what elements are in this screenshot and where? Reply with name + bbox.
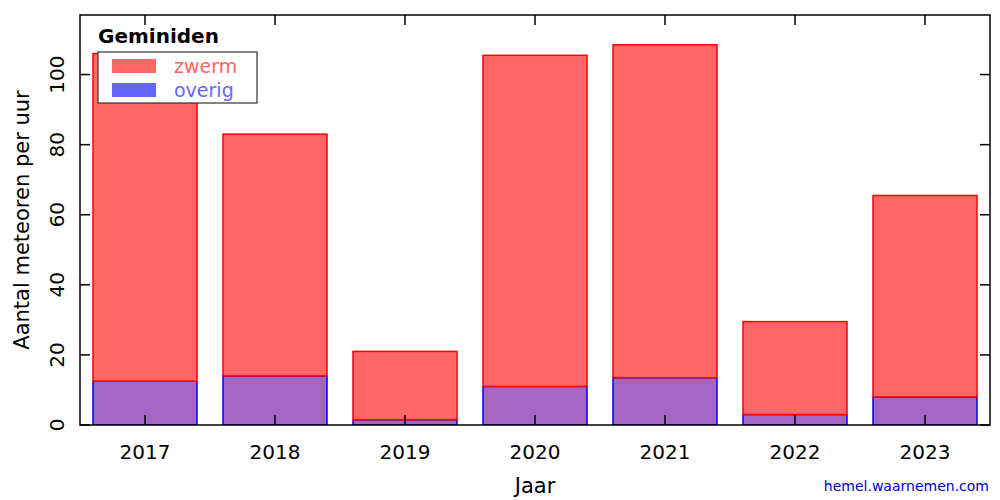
bar-zwerm bbox=[223, 134, 327, 376]
x-tick bbox=[144, 415, 146, 425]
bars bbox=[93, 45, 977, 425]
y-tick bbox=[80, 74, 90, 76]
bar-fill bbox=[873, 397, 977, 425]
legend: zwermoverig bbox=[98, 52, 257, 103]
bar-overig bbox=[223, 376, 327, 425]
bar-underlay bbox=[93, 381, 197, 425]
x-tick bbox=[274, 415, 276, 425]
bar-fill bbox=[483, 386, 587, 425]
x-tick-label: 2020 bbox=[510, 440, 561, 464]
bar-zwerm bbox=[613, 45, 717, 378]
x-tick-label: 2017 bbox=[120, 440, 171, 464]
y-tick-right bbox=[980, 144, 990, 146]
y-tick-right bbox=[980, 424, 990, 426]
bar-underlay bbox=[483, 386, 587, 425]
bar-overig bbox=[873, 397, 977, 425]
bar-fill bbox=[93, 381, 197, 425]
x-tick bbox=[534, 415, 536, 425]
x-tick-top bbox=[924, 15, 926, 25]
x-tick bbox=[664, 415, 666, 425]
y-tick bbox=[80, 284, 90, 286]
y-tick-label: 40 bbox=[45, 272, 69, 297]
bar-underlay bbox=[873, 397, 977, 425]
x-tick-top bbox=[404, 15, 406, 25]
x-tick-label: 2022 bbox=[770, 440, 821, 464]
bar-fill bbox=[743, 322, 847, 415]
y-tick-right bbox=[980, 74, 990, 76]
y-tick-label: 0 bbox=[45, 419, 69, 432]
y-tick-label: 60 bbox=[45, 202, 69, 227]
legend-swatch bbox=[112, 83, 156, 97]
y-tick bbox=[80, 214, 90, 216]
y-axis-label: Aantal meteoren per uur bbox=[10, 90, 34, 350]
legend-swatch bbox=[112, 59, 156, 73]
x-tick bbox=[924, 415, 926, 425]
bar-fill bbox=[483, 55, 587, 386]
bar-overig bbox=[743, 414, 847, 425]
bar-overig bbox=[483, 386, 587, 425]
y-tick-right bbox=[980, 214, 990, 216]
legend-label: overig bbox=[174, 79, 234, 101]
bar-fill bbox=[743, 414, 847, 425]
legend-label: zwerm bbox=[174, 55, 237, 77]
x-tick-top bbox=[794, 15, 796, 25]
y-tick bbox=[80, 424, 90, 426]
y-tick-label: 80 bbox=[45, 132, 69, 157]
y-tick bbox=[80, 354, 90, 356]
bar-zwerm bbox=[483, 55, 587, 386]
y-tick-right bbox=[980, 354, 990, 356]
annotation: hemel.waarnemen.com bbox=[824, 478, 989, 494]
bar-zwerm bbox=[353, 351, 457, 419]
bar-fill bbox=[223, 134, 327, 376]
x-tick-top bbox=[534, 15, 536, 25]
legend-box bbox=[98, 52, 257, 103]
bar-overig bbox=[93, 381, 197, 425]
bar-fill bbox=[613, 45, 717, 378]
x-tick-top bbox=[274, 15, 276, 25]
bar-fill bbox=[223, 376, 327, 425]
bar-overig bbox=[613, 378, 717, 425]
title: Geminiden bbox=[98, 24, 219, 48]
bar-fill bbox=[613, 378, 717, 425]
y-tick-right bbox=[980, 284, 990, 286]
bar-underlay bbox=[223, 376, 327, 425]
bar-fill bbox=[353, 351, 457, 419]
x-tick-label: 2018 bbox=[250, 440, 301, 464]
x-tick bbox=[794, 415, 796, 425]
bar-underlay bbox=[613, 378, 717, 425]
bar-zwerm bbox=[743, 322, 847, 415]
plot-frame bbox=[80, 15, 990, 425]
x-axis-label: Jaar bbox=[513, 474, 556, 498]
x-tick-label: 2019 bbox=[380, 440, 431, 464]
x-tick-label: 2021 bbox=[640, 440, 691, 464]
bar-fill bbox=[873, 195, 977, 396]
x-tick-label: 2023 bbox=[900, 440, 951, 464]
bar-underlay bbox=[743, 414, 847, 425]
chart: 0 20 40 60 80 100 2017 2018 2019 2020 2021 2022 2023… bbox=[0, 0, 1000, 500]
x-tick bbox=[404, 415, 406, 425]
y-tick-label: 20 bbox=[45, 342, 69, 367]
x-tick-top bbox=[664, 15, 666, 25]
y-tick bbox=[80, 144, 90, 146]
bar-zwerm bbox=[873, 195, 977, 396]
y-tick-label: 100 bbox=[45, 55, 69, 93]
